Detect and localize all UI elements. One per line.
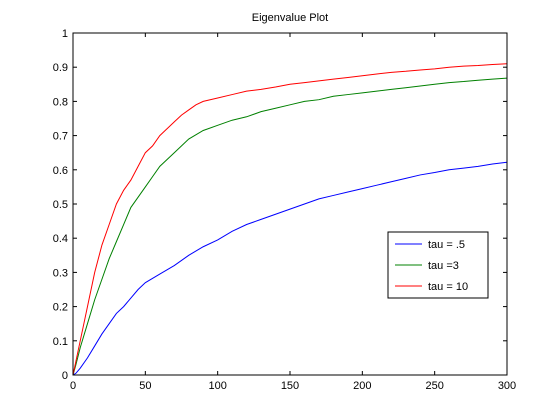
- x-tick-label: 200: [353, 380, 371, 392]
- series-layer: [72, 63, 508, 376]
- y-tick-label: 0.6: [53, 165, 68, 177]
- x-tick-label: 100: [208, 380, 226, 392]
- y-tick-label: 0.9: [53, 62, 68, 74]
- y-tick-label: 0.4: [53, 233, 68, 245]
- x-tick-label: 150: [281, 380, 299, 392]
- y-tick-label: 0.2: [53, 302, 68, 314]
- series-line-1: [72, 161, 508, 376]
- x-tick-label: 300: [498, 380, 516, 392]
- series-line-2: [72, 77, 508, 376]
- plot-area: [73, 33, 507, 375]
- y-tick-label: 0.1: [53, 336, 68, 348]
- legend-label-1: tau = .5: [428, 239, 465, 251]
- axes-layer: 0 50 100 150 200 250 300 0 0.1 0.2 0.3 0.4 0.5 0.6 0.7…: [53, 28, 516, 392]
- chart-title: Eigenvalue Plot: [252, 12, 328, 24]
- x-tick-label: 250: [425, 380, 443, 392]
- series-line-3: [72, 63, 508, 376]
- y-tick-label: 1: [62, 28, 68, 40]
- y-tick-label: 0.8: [53, 96, 68, 108]
- y-tick-label: 0.3: [53, 267, 68, 279]
- y-tick-label: 0.5: [53, 199, 68, 211]
- y-tick-label: 0.7: [53, 131, 68, 143]
- x-tick-label: 0: [70, 380, 76, 392]
- x-tick-label: 50: [139, 380, 151, 392]
- legend: tau = .5 tau =3 tau = 10: [387, 231, 489, 299]
- legend-label-2: tau =3: [428, 260, 459, 272]
- y-tick-label: 0: [62, 370, 68, 382]
- legend-label-3: tau = 10: [428, 281, 468, 293]
